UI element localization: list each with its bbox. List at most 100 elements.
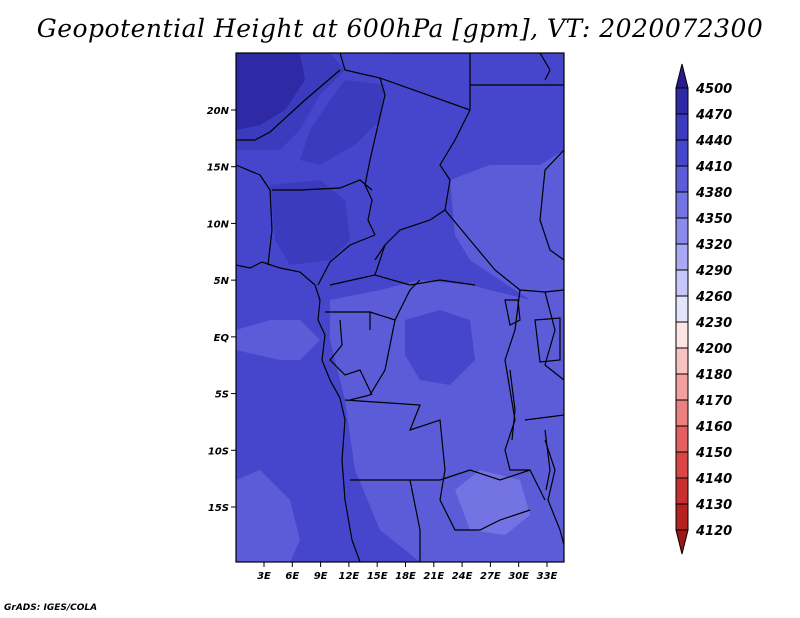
colorbar-label: 4230 <box>695 316 732 331</box>
colorbar: 4500 4470 4440 4410 4380 4350 4320 4290 4260 4230… <box>675 63 732 555</box>
border-zambia-zimbabwe <box>439 499 531 531</box>
colorbar-label: 4440 <box>695 134 732 149</box>
colorbar-swatch <box>675 191 689 219</box>
border-malawi <box>544 439 564 546</box>
border-car-congo <box>374 274 476 286</box>
lake-victoria <box>534 317 561 363</box>
colorbar-label: 4120 <box>695 524 732 539</box>
field-4380-gulf <box>236 320 320 360</box>
colorbar-swatch <box>675 139 689 167</box>
border-drc-angola <box>344 399 446 501</box>
border-zambia-south <box>439 469 546 501</box>
lake-albert <box>504 299 521 326</box>
colorbar-swatch <box>675 165 689 193</box>
colorbar-label: 4290 <box>695 264 732 279</box>
colorbar-label: 4410 <box>695 160 732 175</box>
lon-tick-label: 27E <box>480 571 501 582</box>
map-frame <box>235 52 565 563</box>
lon-tick-label: 33E <box>537 571 558 582</box>
border-namibia <box>409 479 421 562</box>
colorbar-label: 4350 <box>695 212 732 227</box>
lon-tick-label: 6E <box>285 571 299 582</box>
border-congo-drc-north <box>369 279 421 321</box>
border-nigeria-niger <box>272 179 373 191</box>
border-great-lakes <box>504 289 530 471</box>
colorbar-label: 4470 <box>695 108 732 123</box>
colorbar-swatch <box>675 477 689 505</box>
lon-tick-label: 18E <box>395 571 416 582</box>
colorbar-label: 4170 <box>695 394 732 409</box>
lat-tick-label: 5S <box>215 390 229 401</box>
colorbar-bottom-arrow <box>675 529 689 555</box>
border-nigeria-benin <box>236 164 273 266</box>
colorbar-swatch <box>675 399 689 427</box>
border-libya-egypt <box>390 53 471 110</box>
lat-tick-label: 15S <box>208 503 229 514</box>
field-4380-east <box>450 150 564 300</box>
lon-tick-label: 9E <box>314 571 328 582</box>
lat-tick-label: 10S <box>208 446 229 457</box>
colorbar-swatch <box>675 425 689 453</box>
field-4380-sw <box>236 470 300 562</box>
colorbar-swatch <box>675 295 689 323</box>
coastline-west <box>236 261 361 562</box>
lon-tick-label: 24E <box>452 571 473 582</box>
colorbar-label: 4180 <box>695 368 732 383</box>
colorbar-swatch <box>675 269 689 297</box>
lon-axis: 3E 6E 9E 12E 15E 18E 21E 24E 27E 30E 33E <box>257 562 558 582</box>
lat-tick-label: 20N <box>207 106 230 117</box>
field-4440-nc <box>300 80 385 165</box>
lat-tick-label: 5N <box>214 276 230 287</box>
lon-tick-label: 21E <box>423 571 444 582</box>
colorbar-swatch <box>675 503 689 531</box>
colorbar-label: 4130 <box>695 498 732 513</box>
border-tanzania <box>524 414 564 421</box>
lat-tick-label: 15N <box>207 163 230 174</box>
field-4410-congo <box>405 310 475 385</box>
coast-red-sea <box>539 53 551 81</box>
colorbar-label: 4500 <box>695 82 732 97</box>
field-4440-west <box>270 180 350 265</box>
border-car-sudan <box>444 209 564 293</box>
colorbar-swatch <box>675 451 689 479</box>
field-4470-nw <box>236 53 305 130</box>
colorbar-top-arrow <box>675 63 689 89</box>
colorbar-swatch <box>675 243 689 271</box>
border-gabon-congo <box>329 319 373 396</box>
map-title: Geopotential Height at 600hPa [gpm], VT:… <box>36 14 764 43</box>
border-mali-niger <box>236 69 341 141</box>
colorbar-swatch <box>675 87 689 115</box>
colorbar-label: 4380 <box>695 186 732 201</box>
colorbar-label: 4160 <box>695 420 732 435</box>
lon-tick-label: 12E <box>339 571 360 582</box>
border-nigeria-cameroon <box>317 234 376 286</box>
lat-tick-label: 10N <box>207 219 230 230</box>
border-chad-libya <box>379 77 471 111</box>
lon-tick-label: 30E <box>508 571 529 582</box>
colorbar-label: 4260 <box>695 290 732 305</box>
lat-axis: 20N 15N 10N 5N EQ 5S 10S 15S <box>207 106 236 514</box>
country-borders <box>236 53 564 562</box>
border-sudan-ethiopia <box>539 149 564 261</box>
lon-tick-label: 15E <box>367 571 388 582</box>
colorbar-label: 4140 <box>695 472 732 487</box>
colorbar-swatch <box>675 321 689 349</box>
lon-tick-label: 3E <box>257 571 271 582</box>
field-4350-south <box>455 470 530 535</box>
lat-tick-label: EQ <box>214 333 230 344</box>
colorbar-label: 4200 <box>695 342 732 357</box>
colorbar-swatch <box>675 113 689 141</box>
border-kenya-uganda <box>544 291 564 381</box>
lake-malawi <box>544 429 551 491</box>
colorbar-swatch <box>675 347 689 375</box>
border-niger-chad <box>339 53 386 236</box>
colorbar-swatch <box>675 217 689 245</box>
border-congo-drc <box>349 319 396 401</box>
colorbar-label: 4150 <box>695 446 732 461</box>
grads-credit: GrADS: IGES/COLA <box>4 603 98 613</box>
lake-tanganyika <box>509 369 516 441</box>
colorbar-label: 4320 <box>695 238 732 253</box>
height-field <box>236 53 564 562</box>
colorbar-swatch <box>675 373 689 401</box>
